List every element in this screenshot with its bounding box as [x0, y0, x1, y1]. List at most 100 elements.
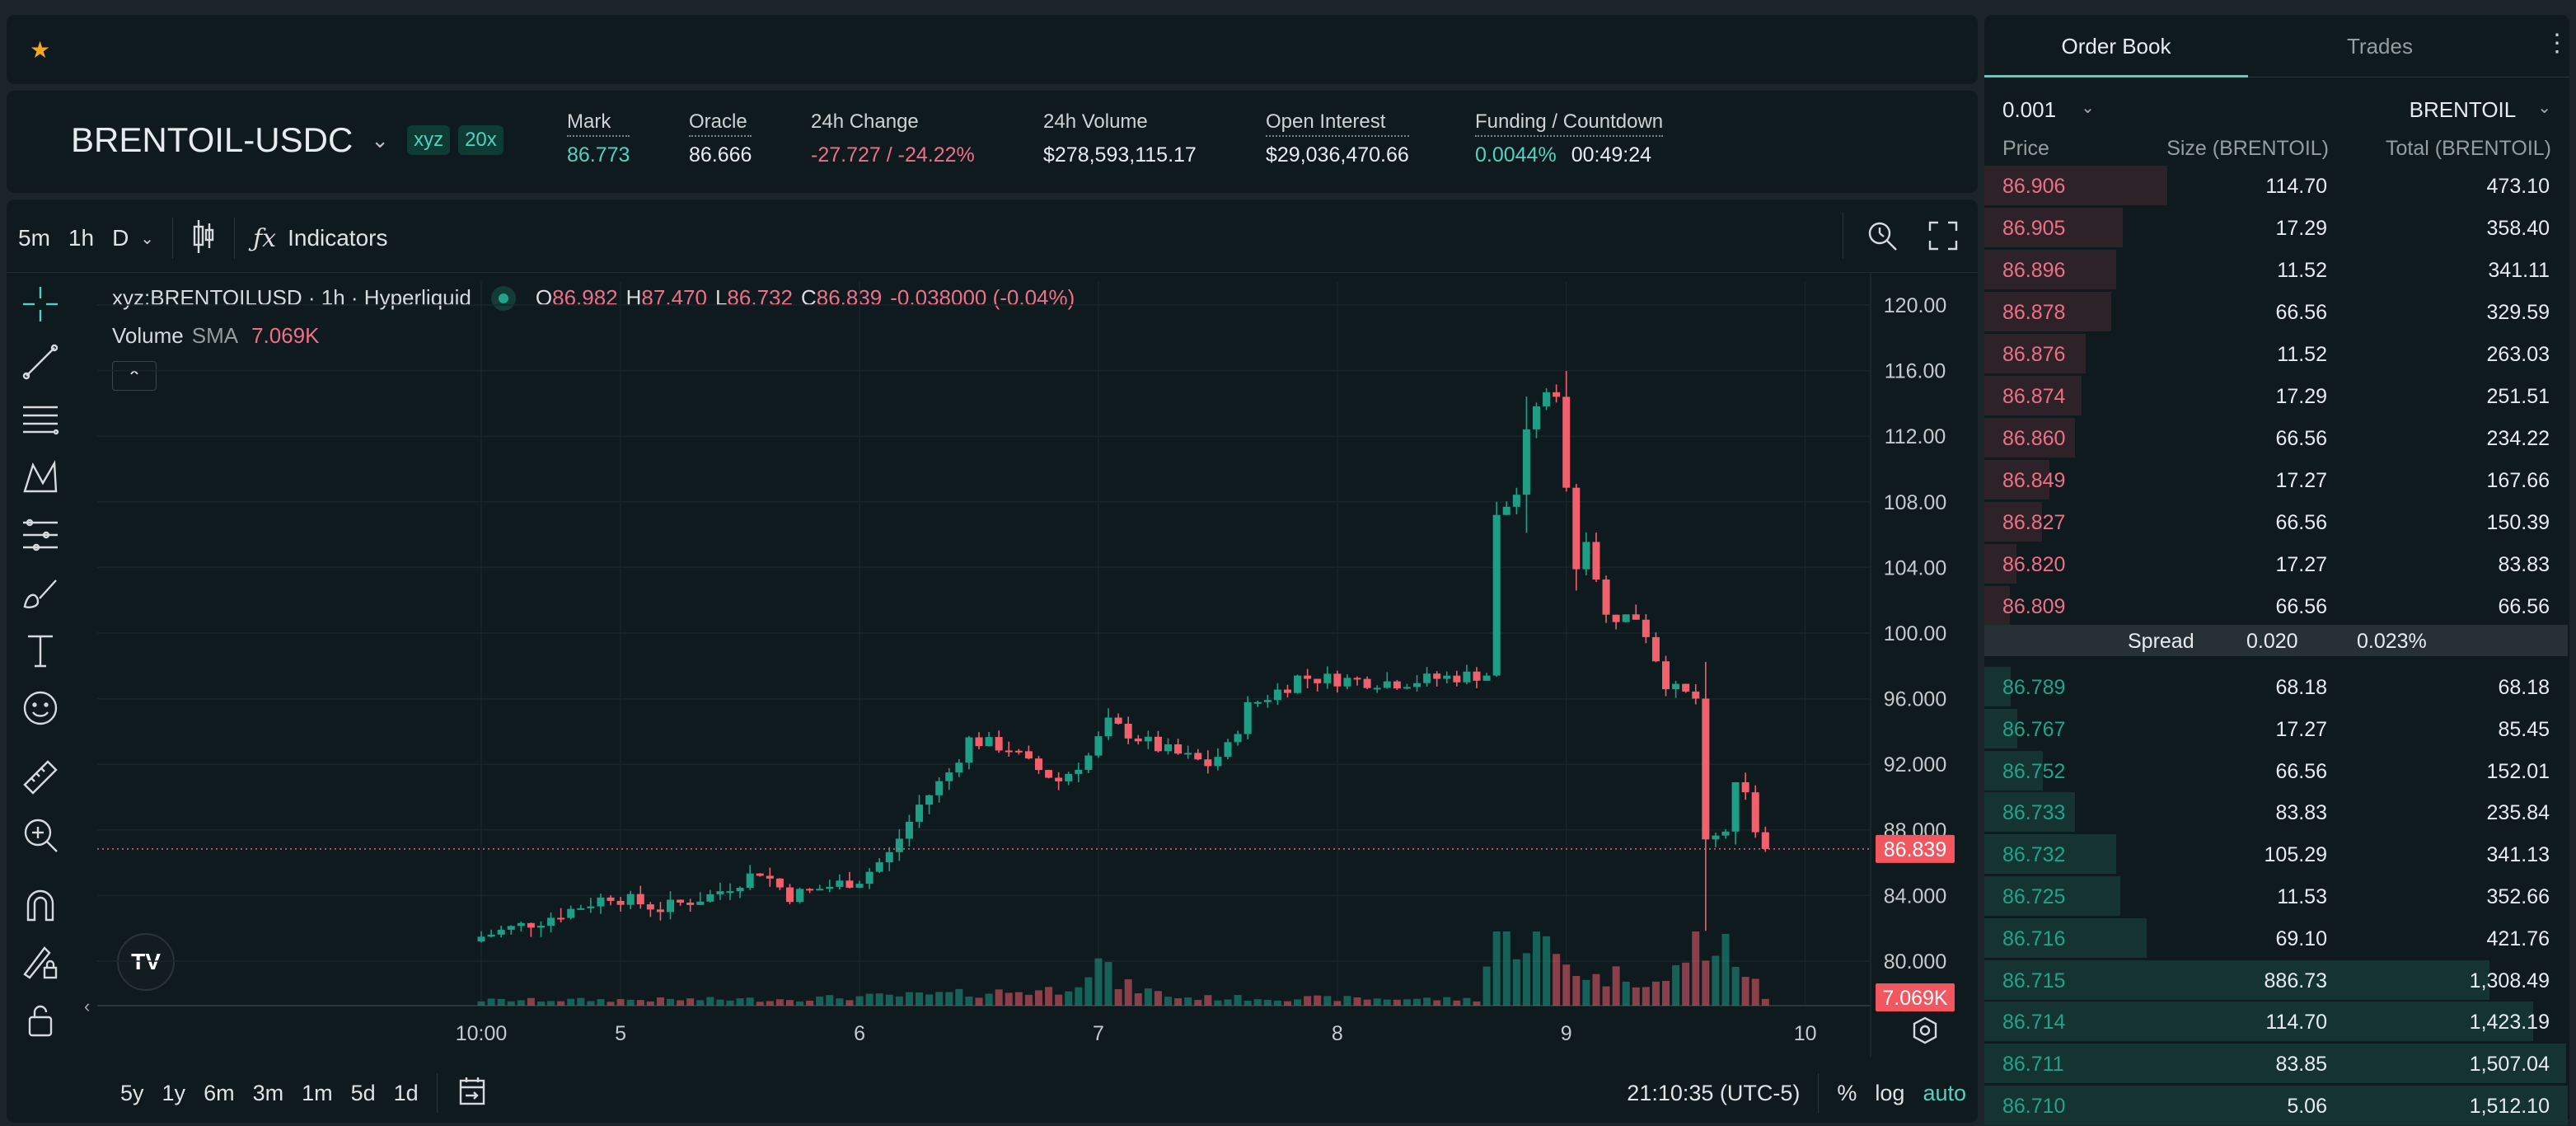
tab-order-book[interactable]: Order Book [1984, 15, 2248, 77]
order-total: 341.11 [2488, 259, 2550, 282]
candle-body [487, 934, 495, 937]
order-price: 86.716 [2002, 927, 2066, 950]
fib-retracement-icon[interactable] [21, 401, 87, 458]
ask-row[interactable]: 86.820 17.27 83.83 [1984, 543, 2568, 584]
range-bar: 5y 1y 6m 3m 1m 5d 1d [120, 1073, 489, 1113]
unit-select[interactable]: BRENTOIL ⌄ [2409, 97, 2551, 122]
volume-bar [1751, 978, 1759, 1006]
order-total: 150.39 [2486, 511, 2550, 534]
bid-row[interactable]: 86.725 11.53 352.66 [1984, 875, 2568, 917]
bid-row[interactable]: 86.733 83.83 235.84 [1984, 791, 2568, 833]
pattern-icon[interactable] [21, 458, 87, 516]
log-scale-toggle[interactable]: log [1875, 1080, 1905, 1105]
order-size: 17.27 [2275, 717, 2327, 741]
screenshot-zoom-icon[interactable] [1866, 219, 1899, 256]
order-total: 421.76 [2486, 927, 2550, 950]
time-tick-label: 7 [1093, 1022, 1104, 1045]
range-5y[interactable]: 5y [120, 1080, 144, 1105]
emoji-icon[interactable] [21, 689, 87, 758]
indicators-button[interactable]: Indicators [288, 225, 388, 251]
range-3m[interactable]: 3m [252, 1080, 284, 1105]
zoom-in-icon[interactable] [21, 816, 87, 885]
candle-body [1582, 542, 1590, 570]
candle-body [1333, 673, 1342, 687]
price-chart[interactable]: 120.00 116.00 112.00 108.00 104.00 100.00 96.0… [7, 199, 1978, 1123]
bid-row[interactable]: 86.716 69.10 421.76 [1984, 917, 2568, 959]
volume-bar [1692, 931, 1700, 1006]
bid-row[interactable]: 86.789 68.18 68.18 [1984, 666, 2568, 707]
depth-bar [1984, 208, 2123, 247]
interval-d[interactable]: D [112, 225, 129, 251]
range-5d[interactable]: 5d [350, 1080, 376, 1105]
market-selector[interactable]: BRENTOIL-USDC ⌄ xyz 20x [71, 120, 503, 160]
candle-body [1353, 678, 1361, 680]
ask-row[interactable]: 86.896 11.52 341.11 [1984, 249, 2568, 290]
candle-body [945, 772, 953, 781]
projection-icon[interactable] [21, 516, 87, 574]
depth-bar [1984, 750, 2043, 791]
star-icon[interactable]: ★ [30, 37, 51, 63]
lock-icon[interactable] [21, 1001, 87, 1058]
bid-row[interactable]: 86.710 5.06 1,512.10 [1984, 1085, 2568, 1126]
tab-trades[interactable]: Trades [2248, 15, 2512, 77]
volume-bar [1323, 996, 1332, 1006]
lock-drawing-icon[interactable] [21, 943, 87, 1001]
candle-body [527, 922, 535, 928]
ask-row[interactable]: 86.860 66.56 234.22 [1984, 417, 2568, 458]
stat-funding: Funding / Countdown 0.0044% 00:49:24 [1475, 110, 1664, 167]
ask-row[interactable]: 86.876 11.52 263.03 [1984, 333, 2568, 374]
go-to-date-icon[interactable] [456, 1074, 489, 1113]
fullscreen-icon[interactable] [1927, 219, 1960, 256]
order-price: 86.715 [2002, 969, 2066, 992]
candle-body [1253, 701, 1262, 704]
trend-line-icon[interactable] [21, 343, 87, 401]
crosshair-icon[interactable] [21, 285, 87, 343]
ask-row[interactable]: 86.874 17.29 251.51 [1984, 375, 2568, 416]
volume-bar [507, 1001, 515, 1006]
bid-row[interactable]: 86.732 105.29 341.13 [1984, 833, 2568, 875]
magnet-icon[interactable] [21, 885, 87, 943]
volume-bar [865, 993, 873, 1006]
bid-row[interactable]: 86.711 83.85 1,507.04 [1984, 1043, 2568, 1084]
chart-settings-icon[interactable] [1910, 1016, 1940, 1049]
volume-bar [995, 989, 1003, 1006]
more-options-icon[interactable]: ⋮ [2545, 30, 2569, 57]
ask-row[interactable]: 86.878 66.56 329.59 [1984, 291, 2568, 332]
ruler-icon[interactable] [21, 758, 87, 816]
collapse-legend-button[interactable]: ⌃ [112, 361, 157, 391]
percent-scale-toggle[interactable]: % [1837, 1080, 1857, 1105]
volume-bar [1075, 987, 1083, 1006]
candle-body [1463, 671, 1471, 683]
candle-body [716, 891, 724, 894]
tick-size-select[interactable]: 0.001 ⌄ [2002, 97, 2095, 122]
candle-style-icon[interactable] [191, 218, 216, 259]
fx-icon[interactable]: ƒx [253, 223, 277, 253]
range-1y[interactable]: 1y [162, 1080, 186, 1105]
bid-row[interactable]: 86.715 886.73 1,308.49 [1984, 959, 2568, 1001]
brush-icon[interactable] [21, 574, 87, 631]
candle-body [785, 887, 794, 903]
interval-1h[interactable]: 1h [68, 225, 95, 251]
ask-row[interactable]: 86.905 17.29 358.40 [1984, 207, 2568, 248]
ask-row[interactable]: 86.827 66.56 150.39 [1984, 501, 2568, 542]
text-icon[interactable] [21, 631, 87, 689]
volume-bar [1702, 960, 1710, 1006]
interval-5m[interactable]: 5m [18, 225, 50, 251]
candle-body [1084, 755, 1093, 770]
clock-timezone[interactable]: 21:10:35 (UTC-5) [1627, 1080, 1801, 1105]
bid-row[interactable]: 86.714 114.70 1,423.19 [1984, 1001, 2568, 1042]
ask-row[interactable]: 86.809 66.56 66.56 [1984, 585, 2568, 626]
volume-bar [1662, 980, 1670, 1006]
chevron-down-icon[interactable]: ⌄ [140, 229, 155, 248]
ask-row[interactable]: 86.906 114.70 473.10 [1984, 165, 2568, 206]
order-price: 86.874 [2002, 385, 2066, 408]
range-1d[interactable]: 1d [393, 1080, 419, 1105]
range-1m[interactable]: 1m [302, 1080, 333, 1105]
collapse-toolbar-icon[interactable]: ‹ [84, 996, 91, 1016]
ask-row[interactable]: 86.849 17.27 167.66 [1984, 459, 2568, 500]
bid-row[interactable]: 86.752 66.56 152.01 [1984, 750, 2568, 791]
range-6m[interactable]: 6m [204, 1080, 235, 1105]
bid-row[interactable]: 86.767 17.27 85.45 [1984, 708, 2568, 749]
auto-scale-toggle[interactable]: auto [1923, 1080, 1966, 1105]
candle-body [1761, 832, 1769, 849]
